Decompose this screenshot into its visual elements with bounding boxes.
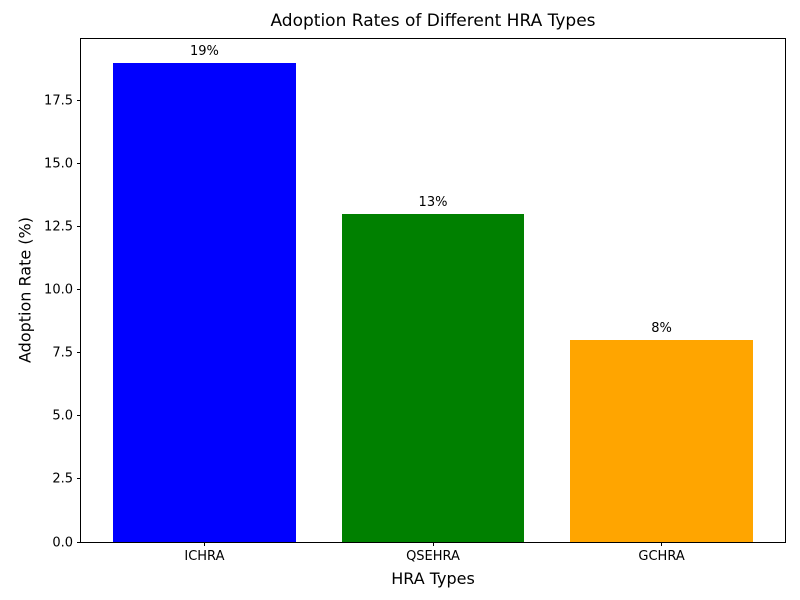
y-tick-label: 10.0 — [44, 282, 73, 298]
bar-value-label: 13% — [418, 195, 448, 211]
y-tick-label: 0.0 — [52, 535, 73, 550]
y-tick-mark — [77, 289, 81, 291]
y-tick-mark — [77, 415, 81, 417]
x-tick-label: ICHRA — [184, 549, 225, 564]
y-tick-label: 17.5 — [44, 93, 73, 109]
x-tick-mark — [432, 542, 434, 546]
bar-value-label: 19% — [189, 43, 219, 59]
y-tick-label: 12.5 — [44, 219, 73, 235]
x-tick-mark — [203, 542, 205, 546]
x-tick-label: QSEHRA — [406, 549, 460, 564]
bar-value-label: 8% — [651, 321, 672, 337]
x-tick-mark — [661, 542, 663, 546]
y-tick-label: 15.0 — [44, 156, 73, 172]
plot-area: 0.0 2.5 5.0 7.5 10.0 12.5 15.0 17.5 19% ICHRA 13% Q… — [44, 38, 786, 564]
x-tick-label: GCHRA — [638, 549, 685, 564]
bar-gchra — [570, 340, 753, 542]
bar-qsehra — [341, 214, 525, 542]
y-tick-mark — [77, 163, 81, 165]
y-tick-mark — [77, 352, 81, 354]
x-axis-label: HRA Types — [391, 569, 475, 588]
y-axis-label: Adoption Rate (%) — [15, 217, 35, 363]
y-tick-mark — [77, 100, 81, 102]
chart-title: Adoption Rates of Different HRA Types — [270, 11, 596, 31]
bar-ichra — [113, 62, 296, 542]
y-tick-label: 2.5 — [52, 471, 73, 487]
y-tick-mark — [77, 478, 81, 480]
y-tick-mark — [77, 541, 81, 543]
y-tick-mark — [77, 226, 81, 228]
y-tick-label: 5.0 — [52, 408, 73, 424]
y-tick-label: 7.5 — [52, 345, 73, 361]
